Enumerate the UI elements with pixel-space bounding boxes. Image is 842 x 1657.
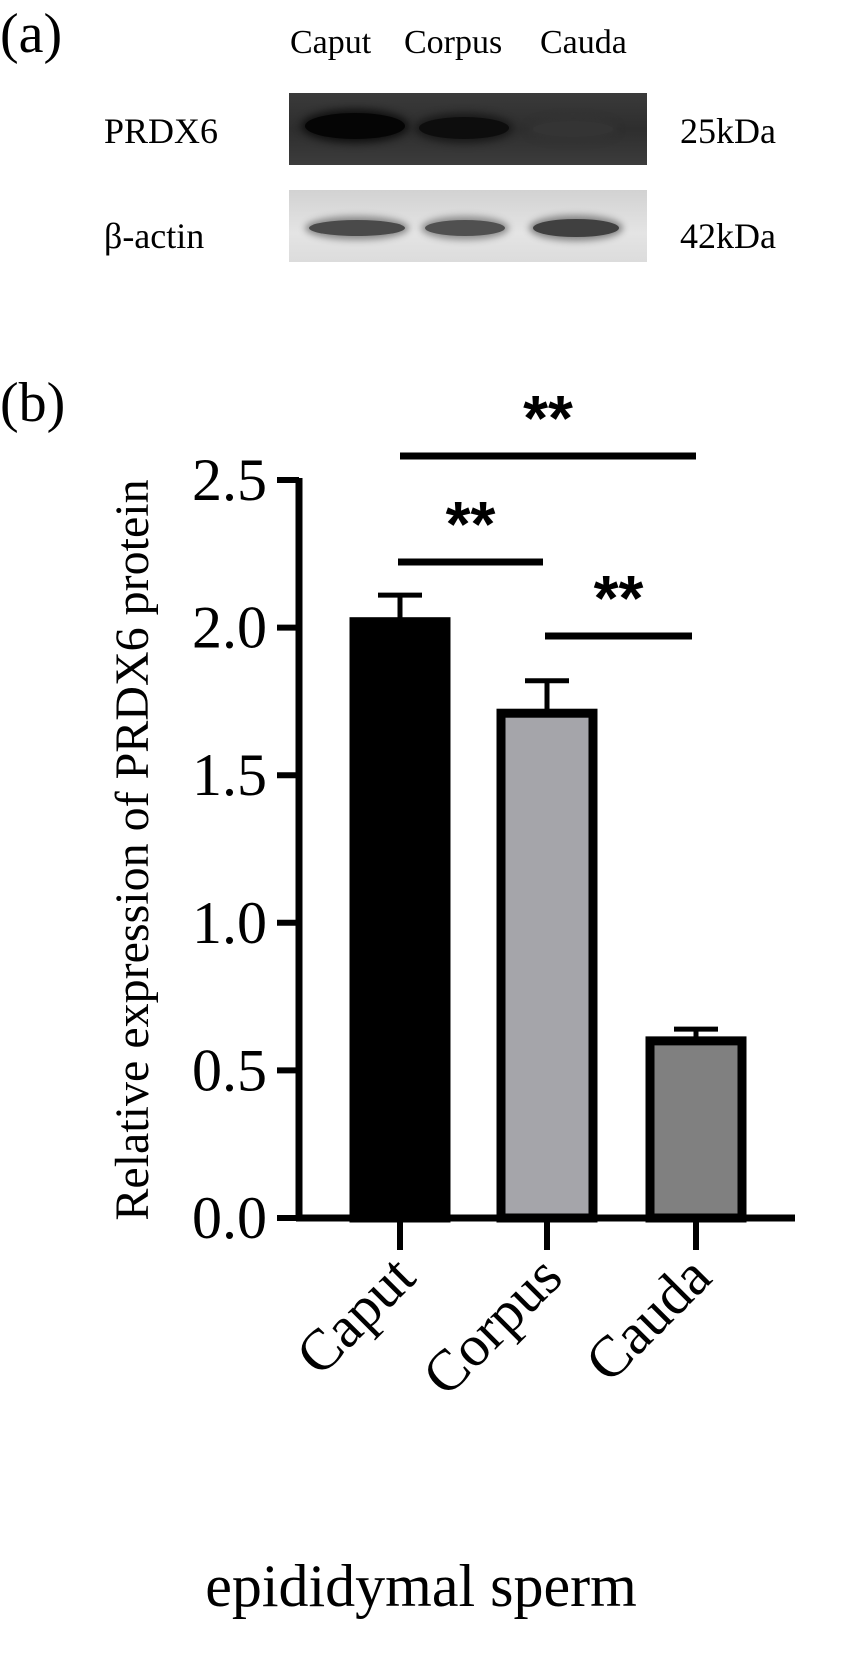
y-tick-label: 2.0 [192, 595, 267, 661]
actin-band-corpus [425, 220, 505, 236]
bar-cauda [645, 1036, 747, 1223]
significance-label: ** [594, 562, 644, 634]
significance-label: ** [446, 488, 496, 560]
x-tick-label-corpus: Corpus [410, 1243, 574, 1407]
prdx6-band-cauda [533, 121, 613, 137]
prdx6-row-label: PRDX6 [104, 111, 219, 151]
panel-a-label: (a) [0, 3, 63, 65]
x-tick-label-cauda: Cauda [572, 1243, 723, 1394]
actin-size-label: 42kDa [680, 216, 776, 256]
panel-b-label: (b) [0, 372, 66, 434]
bar-corpus [496, 708, 598, 1223]
lane-label-caput: Caput [290, 24, 372, 61]
actin-band-caput [309, 220, 405, 236]
actin-row-label: β-actin [104, 216, 205, 256]
lane-label-cauda: Cauda [540, 24, 627, 61]
actin-blot-image [289, 190, 647, 262]
y-tick-label: 1.0 [192, 890, 267, 956]
y-tick-label: 0.0 [192, 1185, 267, 1251]
lane-label-corpus: Corpus [404, 24, 503, 61]
y-axis-title: Relative expression of PRDX6 protein [106, 479, 159, 1220]
y-tick-label: 2.5 [192, 447, 267, 513]
significance-label: ** [523, 382, 573, 454]
x-tick-label-caput: Caput [283, 1243, 427, 1387]
x-axis-title: epididymal sperm [205, 1553, 637, 1619]
actin-band-cauda [533, 219, 619, 237]
y-tick-label: 0.5 [192, 1037, 267, 1103]
prdx6-band-caput [305, 113, 405, 139]
y-tick-label: 1.5 [192, 742, 267, 808]
prdx6-size-label: 25kDa [680, 111, 776, 151]
prdx6-band-corpus [419, 117, 509, 139]
bar-caput [349, 617, 451, 1223]
prdx6-blot-image [289, 93, 647, 165]
